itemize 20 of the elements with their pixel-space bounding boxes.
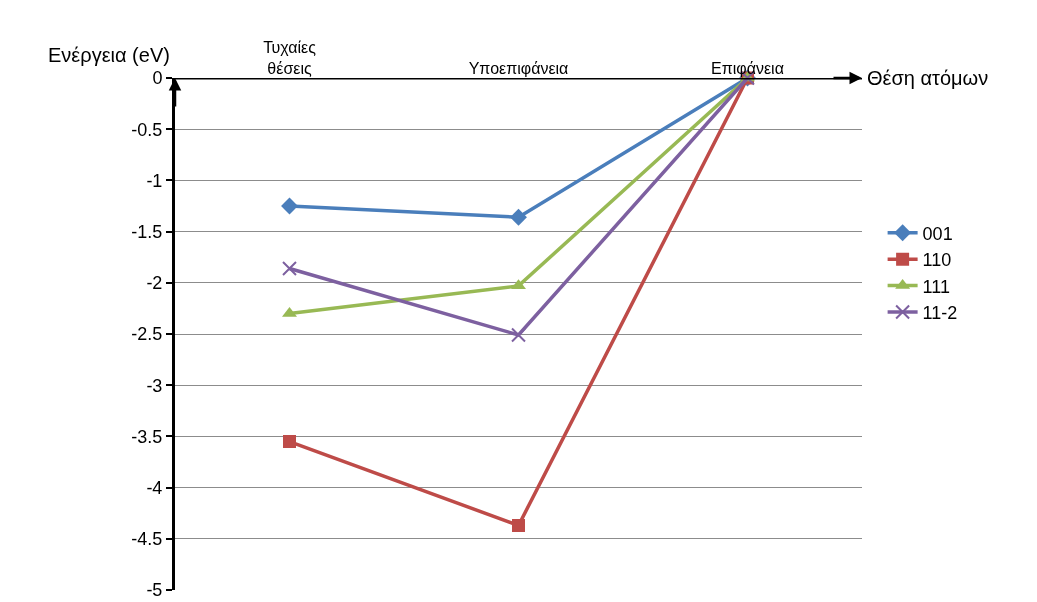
y-tick-label: -3 <box>146 375 163 396</box>
y-tick-label: -2.5 <box>131 324 163 345</box>
y-tick-label: -4 <box>146 477 163 498</box>
y-tick-label: -0.5 <box>131 119 163 140</box>
y-tick-label: -1 <box>146 170 163 191</box>
x-axis-title: Θέση ατόμων <box>867 67 989 89</box>
y-tick-label: -5 <box>146 580 163 601</box>
x-tick-label: Υποεπιφάνεια <box>468 59 569 77</box>
y-tick-label: -1.5 <box>131 221 163 242</box>
y-axis-title: Ενέργεια (eV) <box>48 44 170 66</box>
legend-label: 11-2 <box>922 302 958 323</box>
legend-label: 111 <box>922 276 950 297</box>
legend-label: 001 <box>922 223 953 244</box>
x-tick-label: Επιφάνεια <box>711 59 784 77</box>
y-tick-label: 0 <box>152 68 163 89</box>
y-tick-label: -2 <box>146 273 163 294</box>
x-tick-label: Τυχαίες θέσεις <box>263 39 317 77</box>
y-tick-label: -3.5 <box>131 426 163 447</box>
y-tick-label: -4.5 <box>131 529 163 550</box>
legend-label: 110 <box>922 250 952 271</box>
